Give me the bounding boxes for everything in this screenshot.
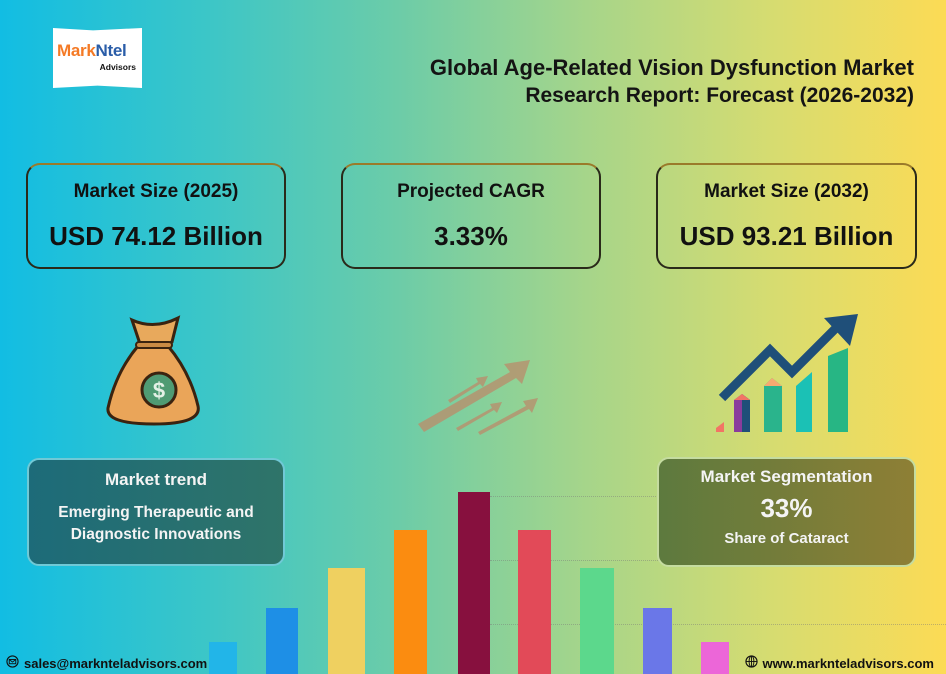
- stat-card-cagr: Projected CAGR 3.33%: [341, 163, 601, 269]
- trend-line-2: Diagnostic Innovations: [70, 526, 242, 543]
- website-link[interactable]: www.marknteladvisors.com: [762, 655, 934, 671]
- decor-bar: [458, 492, 490, 674]
- decor-bar: [266, 608, 298, 674]
- growth-chart-icon: [712, 312, 862, 437]
- segmentation-subtitle: Share of Cataract: [724, 530, 849, 547]
- mail-icon: [6, 655, 19, 671]
- globe-icon: [744, 655, 758, 671]
- logo-wordmark: MarkNtel: [57, 41, 127, 61]
- divider-dotted: [490, 624, 946, 625]
- trend-heading: Market trend: [104, 470, 208, 489]
- stat-value: USD 93.21 Billion: [679, 221, 894, 251]
- growth-arrows-icon: [412, 352, 542, 441]
- stat-label: Projected CAGR: [397, 181, 545, 202]
- decor-bar: [580, 568, 614, 674]
- market-trend-card: Market trend Emerging Therapeutic and Di…: [27, 458, 285, 566]
- segmentation-heading: Market Segmentation: [700, 467, 873, 486]
- email-link[interactable]: sales@marknteladvisors.com: [24, 655, 208, 671]
- decor-bar: [701, 642, 729, 674]
- stat-label: Market Size (2025): [73, 181, 239, 202]
- decor-bar: [518, 530, 551, 674]
- stat-card-market-size-2025: Market Size (2025) USD 74.12 Billion: [26, 163, 286, 269]
- marowntel-logo: MarkNtel Advisors: [53, 28, 142, 88]
- stat-card-market-size-2032: Market Size (2032) USD 93.21 Billion: [656, 163, 917, 269]
- money-bag-icon: $: [98, 312, 210, 435]
- logo-subtitle: Advisors: [99, 62, 136, 72]
- divider-dotted: [490, 560, 660, 561]
- trend-description: Emerging Therapeutic and Diagnostic Inno…: [29, 502, 283, 546]
- decor-bar: [643, 608, 672, 674]
- decor-bar: [209, 642, 237, 674]
- market-segmentation-card: Market Segmentation 33% Share of Catarac…: [657, 457, 916, 567]
- stat-value: 3.33%: [434, 221, 508, 251]
- footer-website[interactable]: www.marknteladvisors.com: [744, 655, 934, 671]
- decor-bar: [394, 530, 427, 674]
- stat-value: USD 74.12 Billion: [49, 221, 263, 251]
- page-title: Global Age-Related Vision Dysfunction Ma…: [430, 54, 914, 110]
- stat-label: Market Size (2032): [704, 181, 869, 202]
- divider-dotted: [490, 496, 660, 497]
- title-line-2: Research Report: Forecast (2026-2032): [525, 84, 914, 107]
- svg-text:$: $: [153, 378, 165, 403]
- trend-line-1: Emerging Therapeutic and: [58, 504, 254, 521]
- segmentation-value: 33%: [760, 493, 813, 523]
- logo-mark: Mark: [57, 41, 96, 60]
- title-line-1: Global Age-Related Vision Dysfunction Ma…: [429, 55, 914, 80]
- decor-bar: [328, 568, 365, 674]
- logo-ntel: Ntel: [95, 41, 127, 60]
- footer-email[interactable]: sales@marknteladvisors.com: [6, 655, 207, 671]
